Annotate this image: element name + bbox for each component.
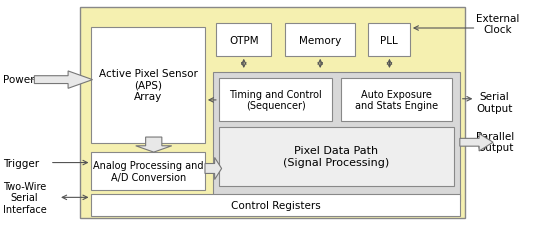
Text: Memory: Memory [299, 35, 341, 46]
Text: Power: Power [3, 75, 34, 85]
Text: PLL: PLL [380, 35, 398, 46]
Text: Analog Processing and
A/D Conversion: Analog Processing and A/D Conversion [93, 161, 203, 182]
Bar [91, 28, 205, 143]
Text: Two-Wire
Serial
Interface: Two-Wire Serial Interface [3, 181, 47, 214]
Bar [91, 152, 205, 191]
Text: External
Clock: External Clock [476, 13, 520, 35]
Bar [341, 79, 452, 121]
Polygon shape [34, 72, 93, 89]
Text: Timing and Control
(Sequencer): Timing and Control (Sequencer) [229, 89, 322, 111]
Bar [213, 73, 460, 201]
Bar [285, 24, 355, 57]
Text: Serial
Output: Serial Output [476, 92, 513, 114]
Polygon shape [460, 134, 493, 151]
Bar [219, 127, 454, 186]
Text: Active Pixel Sensor
(APS)
Array: Active Pixel Sensor (APS) Array [99, 69, 198, 102]
Bar [91, 194, 460, 216]
Text: OTPM: OTPM [229, 35, 259, 46]
Polygon shape [205, 158, 222, 180]
Bar [80, 8, 465, 218]
Text: Auto Exposure
and Stats Engine: Auto Exposure and Stats Engine [355, 89, 438, 111]
Text: Control Registers: Control Registers [230, 200, 321, 210]
Bar [219, 79, 332, 121]
Text: Trigger: Trigger [3, 158, 39, 168]
Bar [216, 24, 271, 57]
Polygon shape [136, 137, 172, 152]
Text: Pixel Data Path
(Signal Processing): Pixel Data Path (Signal Processing) [284, 146, 389, 167]
Bar [368, 24, 410, 57]
Text: Parallel
Output: Parallel Output [476, 131, 515, 153]
